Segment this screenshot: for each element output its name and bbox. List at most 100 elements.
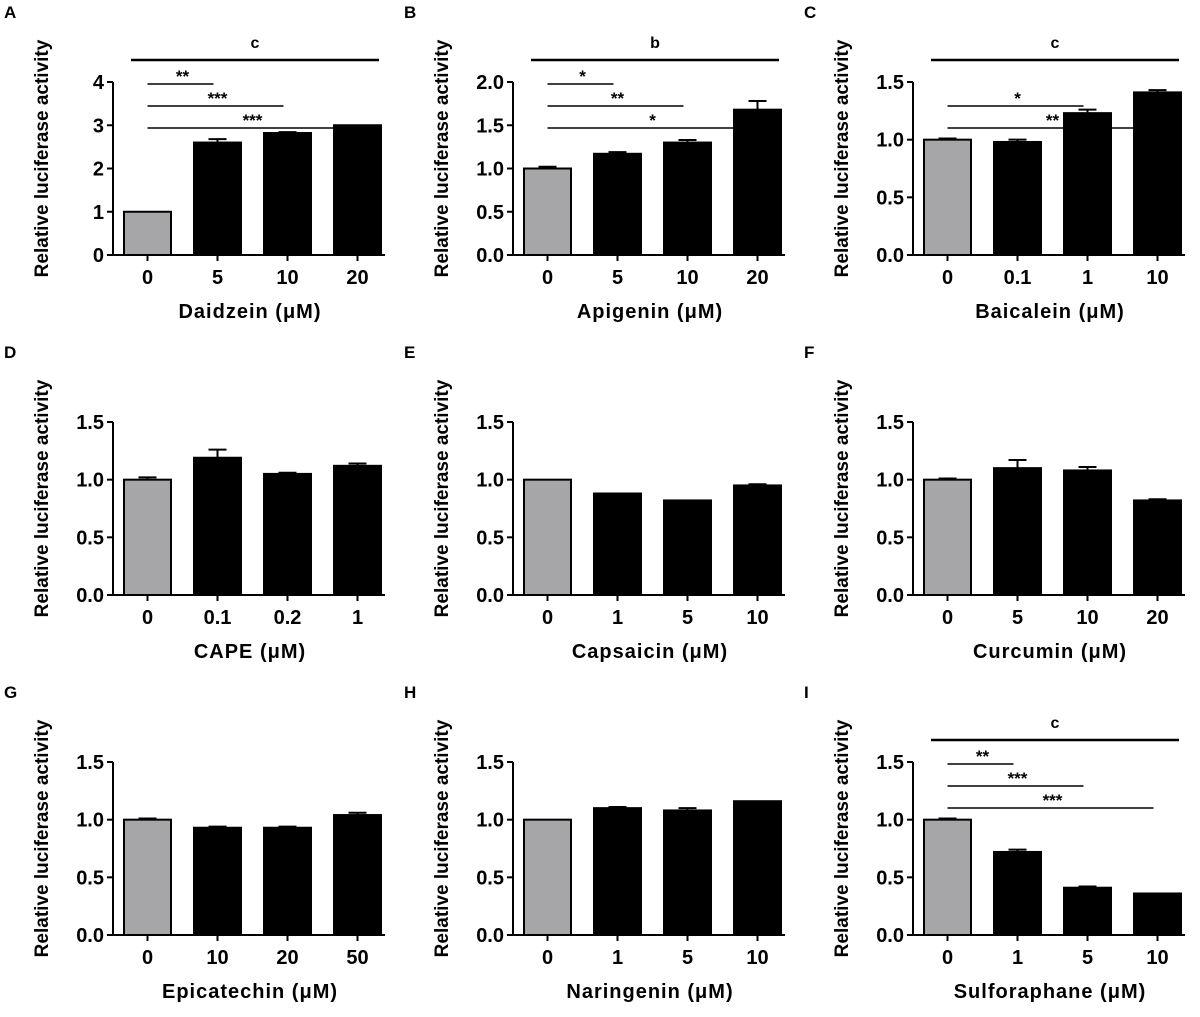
y-axis-label: Relative luciferase activity — [432, 39, 453, 277]
panel-g: G Relative luciferase activity 0.0 0.5 1.0 1.… — [4, 683, 385, 1003]
x-tick-label: 0 — [942, 267, 953, 289]
x-tick-label: 0.1 — [1004, 267, 1032, 289]
y-tick-label: 0.0 — [476, 245, 504, 267]
bar-control — [123, 478, 172, 597]
bar — [593, 152, 642, 256]
panel-a: A Relative luciferase activity 0 1 2 3 4 0 5 10 20… — [4, 3, 385, 323]
y-axis-label: Relative luciferase activity — [832, 379, 853, 617]
bar — [733, 108, 782, 257]
y-tick-label: 2 — [93, 159, 104, 181]
panel-b: B Relative luciferase activity 0.0 0.5 1.0 1.… — [404, 3, 785, 323]
x-tick-label: 1 — [612, 947, 623, 969]
panel-h: H Relative luciferase activity 0.0 0.5 1.0 1.… — [404, 683, 785, 1003]
x-tick-label: 0 — [942, 947, 953, 969]
x-axis-label: Baicalein (μM) — [975, 301, 1125, 323]
bar — [593, 807, 642, 936]
x-tick-label: 0 — [142, 607, 153, 629]
y-tick-label: 0.0 — [876, 245, 904, 267]
y-tick-label: 1.5 — [876, 752, 904, 774]
y-axis-label: Relative luciferase activity — [32, 379, 53, 617]
panel-e: E Relative luciferase activity 0.0 0.5 1.0 1.… — [404, 343, 785, 663]
y-tick-label: 0.5 — [876, 527, 904, 549]
panel-letter: E — [404, 343, 415, 362]
bar — [733, 484, 782, 596]
y-tick-label: 1.0 — [76, 470, 104, 492]
x-tick-label: 10 — [746, 607, 768, 629]
x-tick-label: 10 — [1146, 267, 1168, 289]
x-tick-label: 10 — [1146, 947, 1168, 969]
bar-control — [923, 818, 972, 937]
bar-control — [923, 138, 972, 257]
y-tick-label: 1.5 — [476, 752, 504, 774]
y-axis-label: Relative luciferase activity — [32, 719, 53, 957]
significance-label-overall: c — [1051, 35, 1060, 52]
bar — [333, 814, 382, 936]
y-tick-label: 1.0 — [76, 810, 104, 832]
x-tick-label: 10 — [276, 267, 298, 289]
y-tick-label: 1.0 — [476, 159, 504, 181]
bar-control — [523, 167, 572, 256]
significance-label: * — [579, 67, 586, 86]
panel-i: I Relative luciferase activity 0.0 0.5 1.0 1.… — [804, 683, 1185, 1003]
y-axis-label: Relative luciferase activity — [432, 379, 453, 617]
bar — [263, 472, 312, 596]
x-tick-label: 0 — [942, 607, 953, 629]
significance-label: ** — [1046, 111, 1060, 130]
panel-d: D Relative luciferase activity 0.0 0.5 1.0 1.… — [4, 343, 385, 663]
bar — [993, 467, 1042, 596]
x-axis-label: CAPE (μM) — [194, 641, 306, 663]
y-tick-label: 1.5 — [876, 412, 904, 434]
x-tick-label: 0.1 — [204, 607, 232, 629]
x-axis-label: Epicatechin (μM) — [162, 981, 338, 1003]
panel-f: F Relative luciferase activity 0.0 0.5 1.0 1.… — [804, 343, 1185, 663]
x-tick-label: 10 — [1076, 607, 1098, 629]
panel-letter: G — [4, 683, 17, 702]
y-tick-label: 1.5 — [76, 752, 104, 774]
x-tick-label: 1 — [1082, 267, 1093, 289]
bar — [333, 464, 382, 597]
y-tick-label: 0.0 — [476, 585, 504, 607]
bar — [593, 492, 642, 596]
y-tick-label: 1.5 — [476, 412, 504, 434]
bar-control — [923, 478, 972, 597]
x-tick-label: 5 — [1082, 947, 1093, 969]
bar — [993, 850, 1042, 937]
bar — [1133, 892, 1182, 936]
y-tick-label: 1.0 — [876, 810, 904, 832]
bar — [1133, 91, 1182, 256]
panel-letter: B — [404, 3, 416, 22]
significance-label: ** — [176, 67, 190, 86]
bar — [263, 826, 312, 937]
bar — [193, 456, 242, 597]
significance-label: *** — [208, 89, 228, 108]
bar — [193, 826, 242, 937]
y-tick-label: 1.0 — [476, 470, 504, 492]
y-tick-label: 1.5 — [76, 412, 104, 434]
y-tick-label: 1.0 — [876, 130, 904, 152]
y-tick-label: 0.0 — [876, 585, 904, 607]
x-tick-label: 0 — [542, 267, 553, 289]
y-tick-label: 1.0 — [876, 470, 904, 492]
y-axis-label: Relative luciferase activity — [832, 719, 853, 957]
significance-label: * — [1014, 89, 1021, 108]
significance-label: ** — [976, 747, 990, 766]
x-tick-label: 10 — [746, 947, 768, 969]
y-tick-label: 2.0 — [476, 72, 504, 94]
x-axis-label: Capsaicin (μM) — [572, 641, 728, 663]
x-axis-label: Daidzein (μM) — [178, 301, 321, 323]
x-tick-label: 5 — [612, 267, 623, 289]
x-tick-label: 10 — [676, 267, 698, 289]
x-tick-label: 0 — [142, 947, 153, 969]
y-tick-label: 1.5 — [876, 72, 904, 94]
significance-label: * — [649, 111, 656, 130]
y-tick-label: 0.5 — [476, 867, 504, 889]
x-tick-label: 20 — [346, 267, 368, 289]
panel-letter: H — [404, 683, 416, 702]
x-tick-label: 5 — [212, 267, 223, 289]
bar — [333, 124, 382, 256]
y-tick-label: 0.5 — [876, 187, 904, 209]
bar — [733, 800, 782, 936]
y-tick-label: 1.0 — [476, 810, 504, 832]
y-tick-label: 0.5 — [76, 527, 104, 549]
